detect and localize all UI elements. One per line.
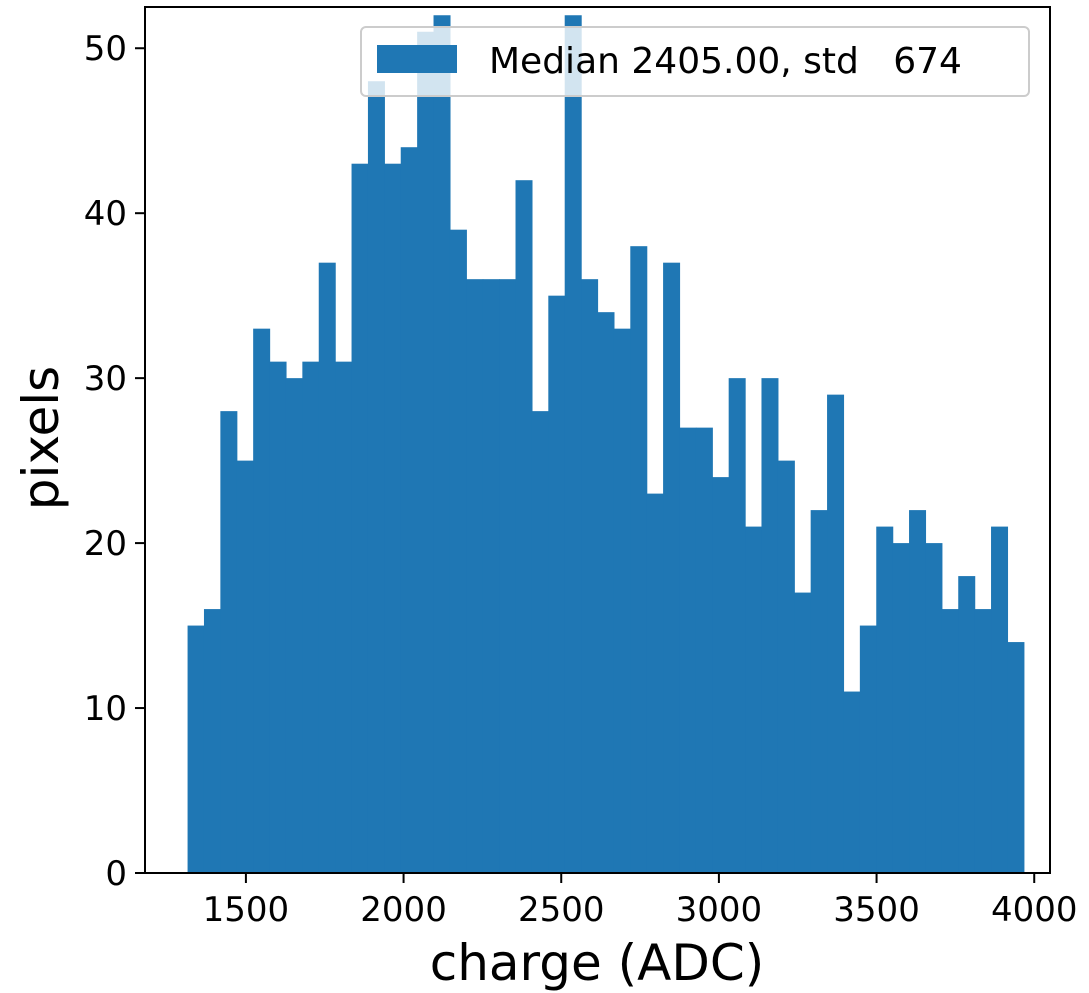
histogram-bar [515, 180, 533, 873]
y-tick-label: 30 [84, 359, 127, 399]
histogram-bar [302, 361, 320, 873]
y-tick-label: 50 [84, 29, 127, 69]
histogram-bar [466, 279, 484, 874]
histogram-bar [794, 592, 812, 873]
legend-swatch [377, 45, 457, 73]
x-tick-label: 2000 [360, 890, 447, 930]
x-axis-ticks: 1500 2000 2500 3000 3500 4000 [203, 873, 1078, 930]
histogram-bar [367, 81, 385, 873]
histogram-bar [236, 460, 254, 873]
histogram-bar [417, 31, 435, 873]
y-tick-label: 0 [105, 854, 127, 894]
histogram-bar [548, 295, 566, 874]
histogram-bar [253, 328, 271, 874]
y-axis-label: pixels [12, 366, 70, 510]
x-tick-label: 4000 [991, 890, 1078, 930]
y-tick-label: 20 [84, 524, 127, 564]
plot-frame [144, 6, 1051, 874]
histogram-bar [318, 262, 336, 874]
x-tick-label: 2500 [518, 890, 605, 930]
histogram-bar [400, 147, 418, 873]
histogram-bar [433, 15, 451, 873]
histogram-bar [335, 361, 353, 873]
histogram-bar [712, 477, 730, 873]
histogram-bar [892, 543, 910, 873]
histogram-bar [679, 427, 697, 873]
histogram-bar [909, 510, 927, 873]
histogram-bar [531, 411, 549, 873]
histogram-bars [187, 15, 1025, 874]
legend-label: Median 2405.00, std 674 [489, 41, 962, 82]
histogram-bar [597, 312, 615, 874]
x-tick-label: 3000 [676, 890, 763, 930]
histogram-bar [827, 394, 845, 873]
histogram-bar [499, 279, 517, 874]
y-axis-ticks: 0 10 20 30 40 50 [84, 29, 145, 894]
histogram-bar [761, 378, 779, 873]
histogram-bar [941, 609, 959, 873]
histogram-bar [777, 460, 795, 873]
histogram-bar [695, 427, 713, 873]
histogram-bar [285, 378, 303, 873]
histogram-bar [974, 609, 992, 873]
x-tick-label: 1500 [203, 890, 290, 930]
legend: Median 2405.00, std 674 [360, 26, 1030, 97]
histogram-bar [1007, 642, 1025, 873]
histogram-bar [876, 526, 894, 873]
legend-box [360, 26, 1030, 97]
histogram-bar [728, 378, 746, 873]
histogram-bar [269, 361, 287, 873]
histogram-bar [843, 691, 861, 873]
histogram-bar [564, 15, 582, 873]
histogram-bar [663, 262, 681, 874]
histogram-bar [351, 163, 369, 873]
y-tick-label: 10 [84, 689, 127, 729]
histogram-bar [646, 493, 664, 873]
histogram-bar [581, 279, 599, 874]
x-axis-label: charge (ADC) [430, 934, 765, 992]
histogram-bar [482, 279, 500, 874]
histogram-bar [958, 576, 976, 873]
histogram-bar [859, 625, 877, 873]
histogram-bar [384, 163, 402, 873]
histogram-bar [810, 510, 828, 873]
histogram-bar [925, 543, 943, 873]
histogram-bar [203, 609, 221, 873]
histogram-bar [991, 526, 1009, 873]
histogram-bar [630, 246, 648, 873]
histogram-bar [187, 625, 205, 873]
histogram-bar [613, 328, 631, 874]
y-tick-label: 40 [84, 194, 127, 234]
histogram-bar [220, 411, 238, 873]
histogram-bar [449, 229, 467, 873]
histogram-bar [745, 526, 763, 873]
x-tick-label: 3500 [833, 890, 920, 930]
